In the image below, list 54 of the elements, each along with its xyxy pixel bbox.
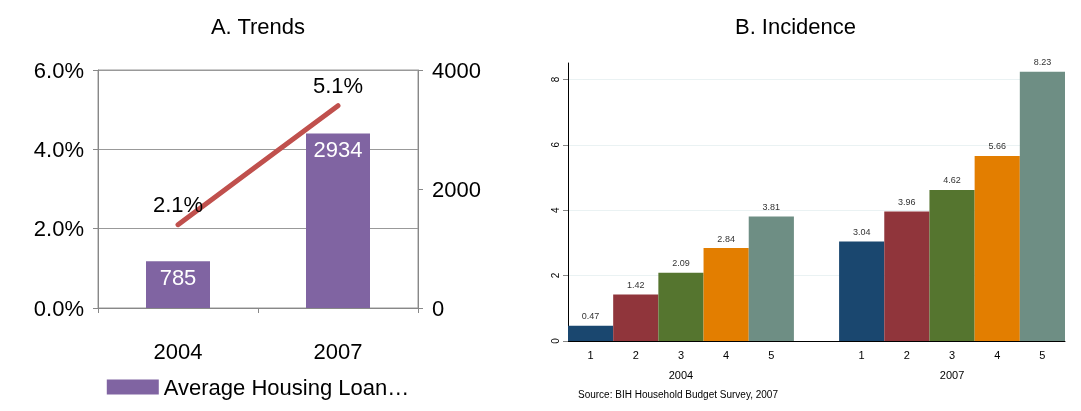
x-tick-label: 4	[723, 348, 730, 361]
text: 2007	[939, 368, 965, 381]
data-label: 5.66	[988, 141, 1006, 152]
x-tick-label: 1	[587, 348, 594, 361]
bar	[658, 272, 704, 341]
y-tick-label: 2	[549, 272, 561, 279]
bar	[974, 155, 1020, 341]
bar	[1019, 71, 1065, 341]
data-label: 3.04	[852, 227, 871, 238]
chart-title: B. Incidence	[734, 13, 857, 39]
y-tick-label: 4	[549, 206, 561, 213]
x-tick-label: 5	[1039, 348, 1046, 361]
bar	[568, 325, 614, 341]
y2-tick-label: 4000	[432, 57, 481, 83]
x-tick-label: 3	[677, 348, 685, 361]
y-tick-label: 6	[549, 141, 561, 148]
text: 2004	[668, 368, 694, 381]
y-tick-label: 0.0%	[33, 295, 84, 321]
x-tick-label: 2	[903, 348, 910, 361]
y-tick-label: 4.0%	[33, 136, 84, 162]
chart-title: A. Trends	[210, 13, 306, 39]
bar	[929, 189, 975, 341]
x-tick-label: 2004	[153, 338, 203, 364]
x-tick-label: 5	[768, 348, 775, 361]
data-label: 4.62	[943, 175, 961, 186]
x-tick-label: 3	[948, 348, 956, 361]
data-label: 3.96	[898, 196, 916, 207]
y2-tick-label: 2000	[432, 176, 481, 202]
data-label: 0.47	[581, 311, 600, 322]
x-tick-label: 1	[858, 348, 865, 361]
y-tick-label: 2.0%	[33, 216, 84, 242]
data-label: 2.84	[717, 233, 735, 244]
x-tick-label: 2	[632, 348, 639, 361]
data-label: 2.09	[672, 258, 690, 269]
bar	[703, 248, 749, 341]
data-label: 8.23	[1033, 57, 1052, 68]
legend-label: Average Housing Loan…	[163, 374, 410, 400]
y-tick-label: 0	[549, 337, 561, 344]
y-tick-label: 8	[549, 76, 561, 83]
bar	[748, 216, 794, 341]
bar	[839, 241, 885, 341]
data-label: 5.1%	[312, 73, 364, 99]
x-tick-label: 2007	[313, 338, 363, 364]
source-note: Source: BIH Household Budget Survey, 2007	[578, 388, 779, 400]
bar	[613, 294, 659, 341]
data-label: 3.81	[762, 201, 781, 212]
data-label: 1.42	[627, 280, 645, 291]
data-label: 2.1%	[152, 192, 204, 218]
x-tick-label: 4	[994, 348, 1001, 361]
data-label: 2934	[313, 136, 363, 162]
data-label: 785	[159, 264, 197, 290]
y-tick-label: 6.0%	[33, 57, 84, 83]
bar	[884, 211, 930, 341]
y2-tick-label: 0	[432, 295, 445, 321]
